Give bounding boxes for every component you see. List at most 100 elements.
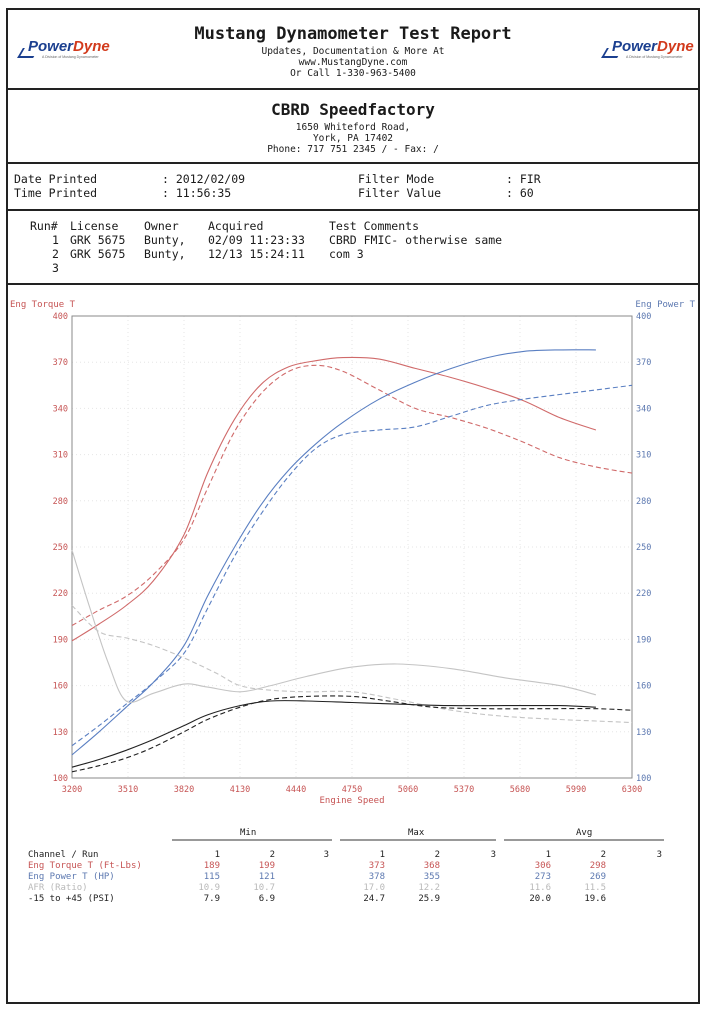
stats-value: 25.9: [418, 894, 440, 904]
run-license: GRK 5675: [70, 247, 126, 261]
stats-value: 189: [203, 861, 220, 871]
y-tick-label-right: 190: [636, 635, 651, 645]
stats-channel-name: AFR (Ratio): [28, 883, 88, 893]
run-number: 1: [52, 233, 59, 247]
y-tick-label-left: 250: [53, 543, 68, 553]
y-tick-label-right: 130: [636, 728, 651, 738]
stats-run-header: 1: [379, 850, 385, 860]
run-owner: Bunty,: [144, 233, 186, 247]
stats-value: 19.6: [584, 894, 606, 904]
y-tick-label-left: 280: [53, 497, 68, 507]
x-tick-label: 5370: [454, 785, 474, 795]
stats-value: 355: [423, 872, 440, 882]
x-tick-label: 4750: [342, 785, 362, 795]
header-line-1: Updates, Documentation & More At: [261, 46, 445, 57]
y-tick-label-right: 400: [636, 312, 651, 322]
time-label: Time Printed: [14, 186, 98, 200]
x-tick-label: 4440: [286, 785, 306, 795]
y-tick-label-right: 310: [636, 451, 651, 461]
powerdyne-logo-left: PowerDyne A Division of Mustang Dynamome…: [17, 38, 110, 59]
x-tick-label: 6300: [622, 785, 642, 795]
plot-area: [71, 315, 633, 779]
runs-header-run: Run#: [30, 219, 58, 233]
stats-value: 115: [203, 872, 220, 882]
y-tick-label-right: 160: [636, 682, 651, 692]
chart-series: [71, 349, 633, 773]
y-tick-label-left: 190: [53, 635, 68, 645]
chart-ticks: 3200 3510 3820 4130 4440 4750 5060 5370 5680 5990…: [53, 312, 652, 795]
print-info: Date Printed : 2012/02/09 Time Printed :…: [6, 164, 700, 211]
filter-value-value: : 60: [506, 186, 534, 200]
runs-header-license: License: [70, 219, 119, 233]
stats-value: 12.2: [418, 883, 440, 893]
stats-run-header: 2: [269, 850, 275, 860]
stats-run-header: 1: [214, 850, 220, 860]
stats-channel-name: -15 to +45 (PSI): [28, 894, 115, 904]
filter-mode-value: : FIR: [506, 172, 541, 186]
series-15-to-45-psi-run-1: [71, 700, 596, 768]
shop-name: CBRD Speedfactory: [271, 100, 435, 119]
stats-run-header: 1: [545, 850, 551, 860]
stats-value: 24.7: [363, 894, 385, 904]
series-eng-torque-t-ft-lbs-run-1: [71, 356, 597, 642]
stats-run-header: 2: [434, 850, 440, 860]
y-tick-label-right: 370: [636, 358, 651, 368]
runs-header-acquired: Acquired: [208, 219, 264, 233]
y-tick-label-right: 100: [636, 774, 651, 784]
runs-table: Run# License Owner Acquired Test Comment…: [6, 211, 700, 285]
run-comments: com 3: [329, 247, 364, 261]
run-number: 3: [52, 261, 59, 275]
stats-value: 373: [368, 861, 385, 871]
stats-channel-name: Eng Torque T (Ft-Lbs): [28, 861, 142, 871]
run-license: GRK 5675: [70, 233, 126, 247]
y-tick-label-left: 400: [53, 312, 68, 322]
series-afr-ratio-run-1: [71, 549, 597, 703]
stats-header-min: Min: [240, 828, 257, 838]
stats-run-header: 2: [600, 850, 606, 860]
stats-channel-label: Channel / Run: [28, 850, 99, 860]
series-15-to-45-psi-run-2: [71, 695, 633, 773]
stats-value: 10.9: [198, 883, 220, 893]
stats-run-header: 3: [490, 850, 496, 860]
x-tick-label: 5990: [566, 785, 586, 795]
stats-value: 298: [589, 861, 606, 871]
stats-value: 121: [258, 872, 275, 882]
x-tick-label: 4130: [230, 785, 250, 795]
y-tick-label-left: 370: [53, 358, 68, 368]
stats-value: 378: [368, 872, 385, 882]
x-axis-label: Engine Speed: [319, 796, 384, 806]
header-phone: Or Call 1-330-963-5400: [290, 68, 416, 79]
time-value: : 11:56:35: [162, 186, 232, 200]
y-tick-label-right: 280: [636, 497, 651, 507]
x-tick-label: 3200: [62, 785, 82, 795]
stats-value: 11.6: [529, 883, 551, 893]
stats-value: 7.9: [203, 894, 220, 904]
y-tick-label-left: 100: [53, 774, 68, 784]
x-tick-label: 3510: [118, 785, 138, 795]
stats-value: 269: [589, 872, 606, 882]
stats-value: 20.0: [529, 894, 551, 904]
shop-phone: Phone: 717 751 2345 / - Fax: /: [267, 144, 439, 155]
stats-header-max: Max: [408, 828, 425, 838]
y-tick-label-left: 220: [53, 589, 68, 599]
stats-value: 199: [258, 861, 275, 871]
x-tick-label: 3820: [174, 785, 194, 795]
shop-address: 1650 Whiteford Road,: [295, 122, 411, 133]
date-value: : 2012/02/09: [162, 172, 246, 186]
y-axis-right-label: Eng Power T: [635, 300, 695, 310]
stats-value: 368: [423, 861, 440, 871]
shop-info: CBRD Speedfactory 1650 Whiteford Road, Y…: [6, 90, 700, 164]
stats-value: 273: [534, 872, 551, 882]
stats-run-header: 3: [323, 850, 329, 860]
shop-city: York, PA 17402: [312, 133, 394, 144]
stats-value: 306: [534, 861, 551, 871]
x-tick-label: 5680: [510, 785, 530, 795]
run-acquired: 02/09 11:23:33: [208, 233, 305, 247]
stats-value: 17.0: [363, 883, 385, 893]
run-acquired: 12/13 15:24:11: [208, 247, 305, 261]
runs-header-comments: Test Comments: [329, 219, 420, 233]
date-label: Date Printed: [14, 172, 98, 186]
stats-value: 10.7: [253, 883, 275, 893]
y-tick-label-left: 340: [53, 404, 68, 414]
